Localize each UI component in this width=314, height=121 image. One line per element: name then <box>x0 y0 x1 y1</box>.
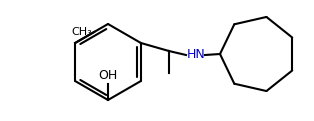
Text: HN: HN <box>187 49 205 61</box>
Text: OH: OH <box>98 69 118 82</box>
Text: CH₃: CH₃ <box>71 27 92 37</box>
